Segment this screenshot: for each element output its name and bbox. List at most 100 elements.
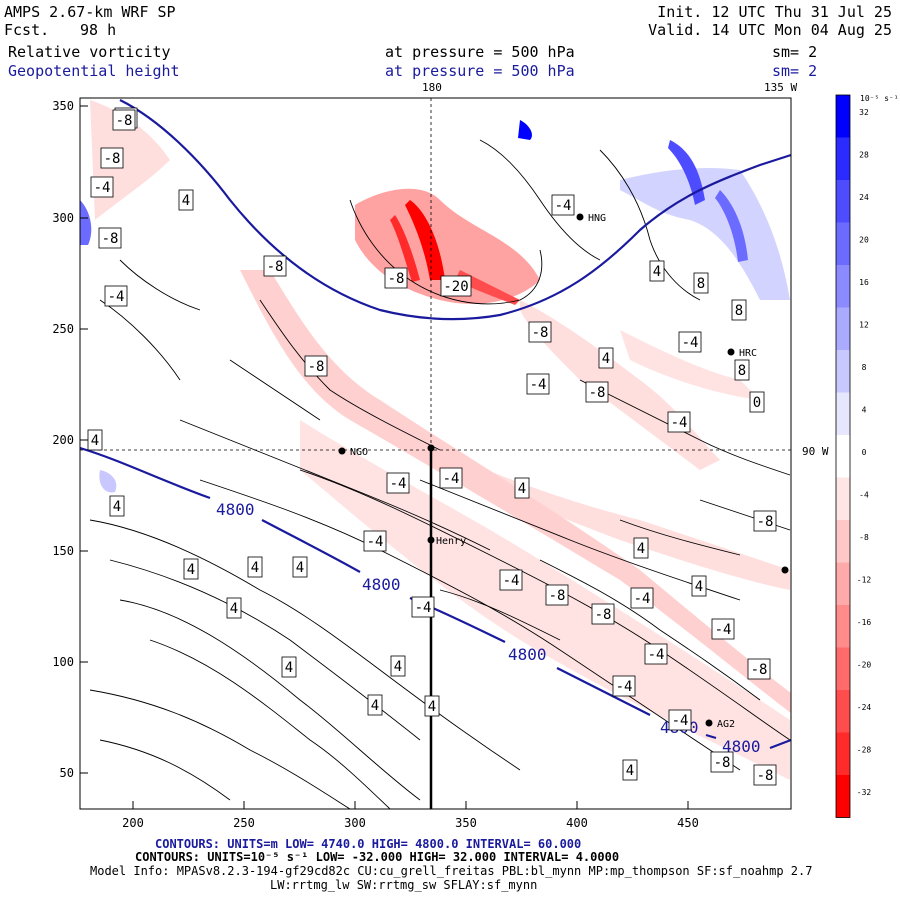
vorticity-label: 4 bbox=[109, 495, 125, 517]
field2-name: Geopotential height bbox=[8, 62, 180, 80]
vorticity-label: 4 bbox=[247, 556, 263, 578]
vorticity-label: -4 bbox=[551, 194, 575, 216]
vorticity-label: -4 bbox=[678, 331, 702, 353]
vorticity-label: -4 bbox=[439, 467, 463, 489]
colorbar-swatch bbox=[836, 265, 850, 308]
x-tick-label: 200 bbox=[122, 816, 144, 830]
colorbar-swatch bbox=[836, 137, 850, 180]
vorticity-label: -8 bbox=[753, 764, 777, 786]
model-title: AMPS 2.67-km WRF SP bbox=[4, 3, 176, 21]
colorbar-swatch bbox=[836, 775, 850, 818]
colorbar-level-label: 20 bbox=[859, 236, 869, 245]
vorticity-label: -4 bbox=[90, 176, 114, 198]
svg-text:-4: -4 bbox=[634, 591, 651, 607]
svg-text:-8: -8 bbox=[751, 662, 768, 678]
svg-text:-8: -8 bbox=[757, 514, 774, 530]
y-axis: 350 300 250 200 150 100 50 bbox=[52, 99, 88, 780]
vorticity-label: -4 bbox=[612, 675, 636, 697]
y-tick-label: 150 bbox=[52, 544, 74, 558]
svg-text:4: 4 bbox=[296, 560, 304, 576]
svg-text:8: 8 bbox=[697, 276, 705, 292]
field2-smoothing: sm= 2 bbox=[772, 62, 818, 80]
colorbar-level-label: 16 bbox=[859, 278, 869, 287]
svg-text:-8: -8 bbox=[589, 385, 606, 401]
colorbar-level-label: -16 bbox=[857, 618, 872, 627]
colorbar-level-label: 4 bbox=[862, 406, 867, 415]
vorticity-label: -4 bbox=[668, 709, 692, 731]
vorticity-label: -8 bbox=[747, 658, 771, 680]
vorticity-label: 4 bbox=[292, 556, 308, 578]
y-tick-label: 100 bbox=[52, 655, 74, 669]
vorticity-label: 4 bbox=[226, 597, 242, 619]
colorbar-swatch bbox=[836, 307, 850, 350]
colorbar-level-label: -8 bbox=[859, 533, 869, 542]
svg-text:4: 4 bbox=[182, 193, 190, 209]
colorbar-level-label: -20 bbox=[857, 661, 872, 670]
svg-text:-8: -8 bbox=[388, 271, 405, 287]
svg-text:-4: -4 bbox=[530, 377, 547, 393]
svg-text:4: 4 bbox=[428, 699, 436, 715]
station-label-ag2: AG2 bbox=[717, 719, 735, 730]
vorticity-label: 4 bbox=[424, 695, 440, 717]
colorbar-swatch bbox=[836, 562, 850, 605]
y-tick-label: 350 bbox=[52, 99, 74, 113]
vorticity-label: 4 bbox=[598, 347, 614, 369]
colorbar-level-label: -28 bbox=[857, 746, 872, 755]
svg-text:4: 4 bbox=[187, 562, 195, 578]
vorticity-label: -8 bbox=[98, 227, 122, 249]
vorticity-label: 4 bbox=[622, 759, 638, 781]
colorbar-swatch bbox=[836, 520, 850, 563]
svg-text:-8: -8 bbox=[116, 113, 133, 129]
vorticity-label: -4 bbox=[644, 643, 668, 665]
vorticity-label: -4 bbox=[104, 285, 128, 307]
vorticity-label: -8 bbox=[545, 584, 569, 606]
svg-text:-20: -20 bbox=[443, 279, 468, 295]
svg-text:4: 4 bbox=[91, 433, 99, 449]
svg-text:8: 8 bbox=[738, 363, 746, 379]
vorticity-label: -8 bbox=[528, 321, 552, 343]
station-label-hrc: HRC bbox=[739, 348, 757, 359]
svg-text:-4: -4 bbox=[415, 600, 432, 616]
colorbar-level-label: -12 bbox=[857, 576, 872, 585]
svg-text:-8: -8 bbox=[595, 607, 612, 623]
colorbar-level-label: -32 bbox=[857, 788, 872, 797]
vorticity-label: -8 bbox=[585, 381, 609, 403]
svg-text:4: 4 bbox=[394, 659, 402, 675]
colorbar: 32 28 24 20 16 12 8 4 0 -4 -8 -12 -16 -20 -24 -28 -32 bbox=[835, 94, 872, 818]
vorticity-label: -8 bbox=[753, 510, 777, 532]
svg-text:-8: -8 bbox=[714, 755, 731, 771]
vorticity-label: 4 bbox=[87, 429, 103, 451]
field1-name: Relative vorticity bbox=[8, 43, 171, 61]
colorbar-swatch bbox=[836, 392, 850, 435]
colorbar-level-label: -24 bbox=[857, 703, 872, 712]
colorbar-level-label: 32 bbox=[859, 108, 869, 117]
field1-level: at pressure = 500 hPa bbox=[385, 43, 575, 61]
vorticity-label: -20 bbox=[440, 275, 472, 297]
svg-text:-4: -4 bbox=[616, 679, 633, 695]
height-label: 4800 bbox=[508, 645, 547, 664]
vorticity-label: -8 bbox=[304, 355, 328, 377]
svg-text:-4: -4 bbox=[648, 647, 665, 663]
footer-model-info: Model Info: MPASv8.2.3-194-gf29cd82c CU:… bbox=[90, 864, 813, 878]
vorticity-label: -4 bbox=[411, 596, 435, 618]
colorbar-swatch bbox=[836, 350, 850, 393]
vorticity-label: 4 bbox=[514, 477, 530, 499]
colorbar-level-label: -4 bbox=[859, 491, 869, 500]
height-label: 4800 bbox=[362, 575, 401, 594]
svg-text:-4: -4 bbox=[108, 289, 125, 305]
vorticity-label: -8 bbox=[112, 109, 136, 131]
station-label-ngo: NGO bbox=[350, 447, 368, 458]
y-tick-label: 300 bbox=[52, 211, 74, 225]
svg-text:4: 4 bbox=[371, 698, 379, 714]
colorbar-level-label: 0 bbox=[862, 448, 867, 457]
colorbar-swatch bbox=[836, 605, 850, 648]
svg-text:4: 4 bbox=[637, 541, 645, 557]
lat-label-90w: 90 W bbox=[802, 445, 829, 458]
y-tick-label: 200 bbox=[52, 433, 74, 447]
vorticity-label: 4 bbox=[367, 694, 383, 716]
svg-text:-8: -8 bbox=[104, 151, 121, 167]
vorticity-label: -4 bbox=[386, 472, 410, 494]
vorticity-contour-labels: -8-8-44-8-4-8-8-20-8-84-4-8-4-4488-48044… bbox=[87, 107, 777, 786]
y-tick-label: 250 bbox=[52, 322, 74, 336]
